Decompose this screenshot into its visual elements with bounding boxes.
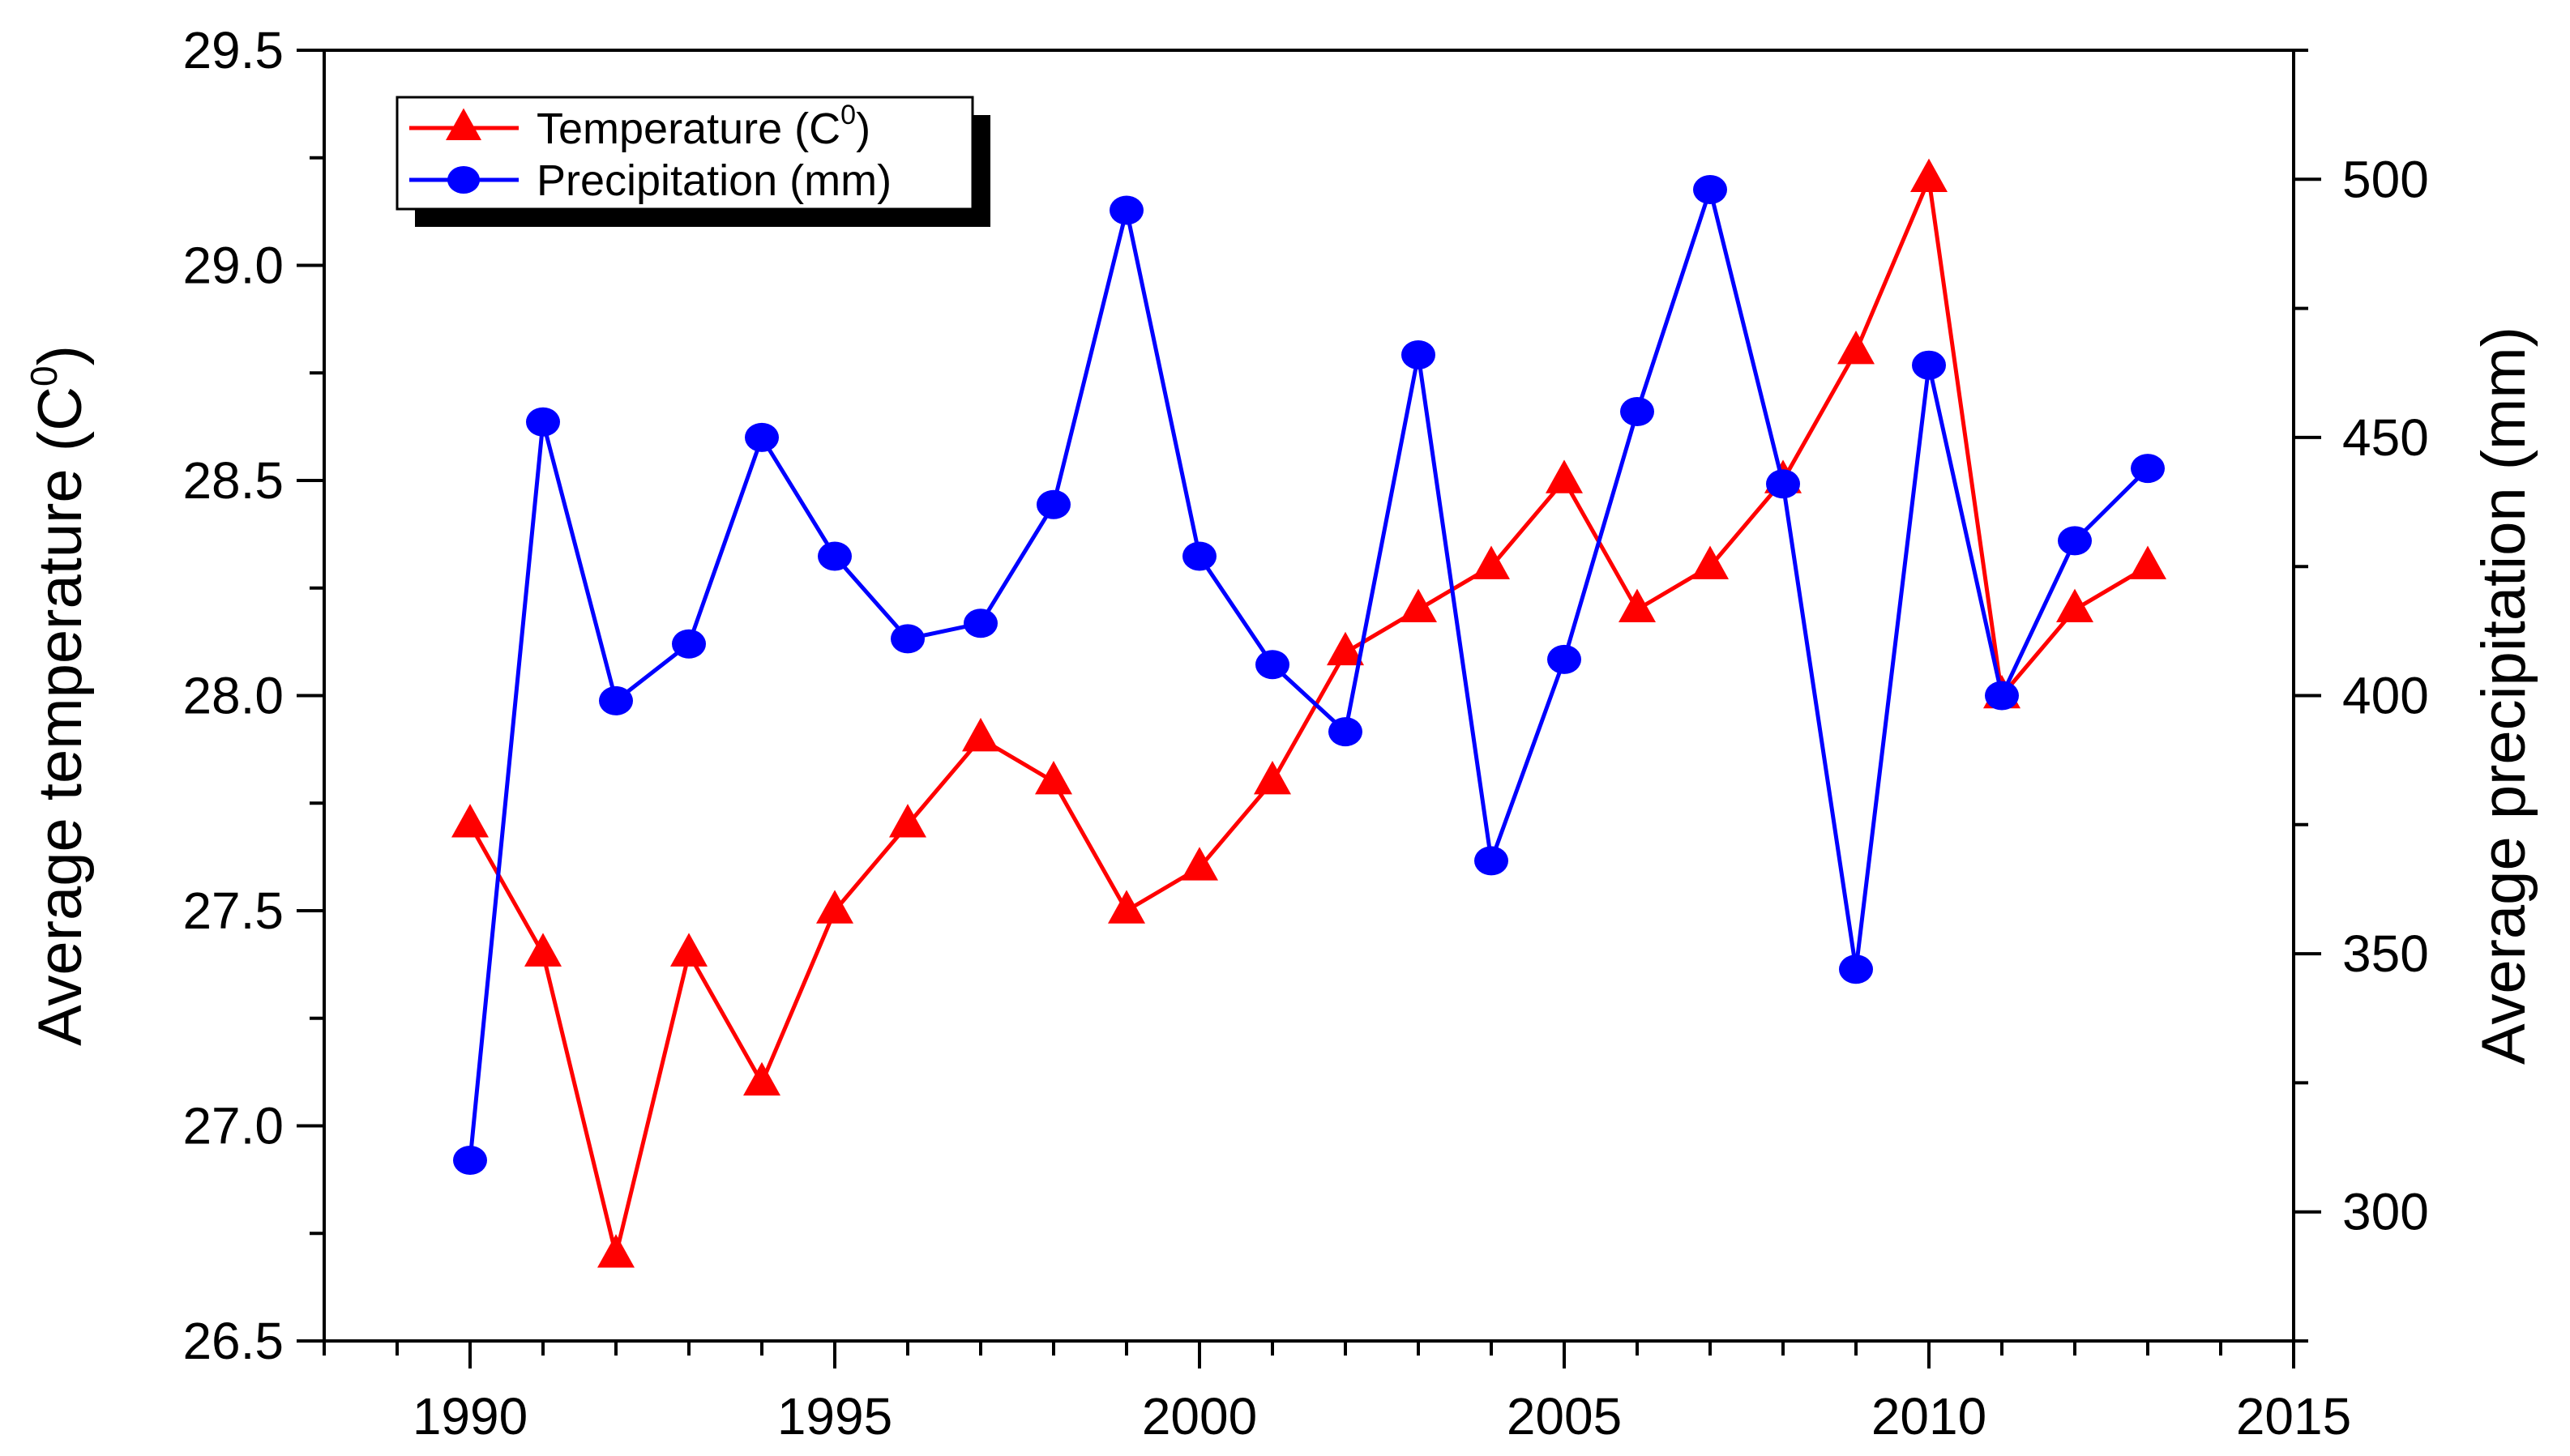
legend-marker-triangle xyxy=(446,108,481,141)
legend-label-temperature: Temperature (C0) xyxy=(537,100,870,153)
temperature-point-2013 xyxy=(2129,545,2166,579)
temperature-point-1990 xyxy=(451,804,489,838)
temperature-point-2002 xyxy=(1327,631,1364,666)
series-layer xyxy=(451,158,2166,1268)
precipitation-point-1995 xyxy=(818,541,852,571)
y-left-tick-label: 27.0 xyxy=(182,1097,284,1155)
temperature-point-1999 xyxy=(1108,890,1145,924)
y-left-tick-label: 27.5 xyxy=(182,882,284,940)
temperature-point-2003 xyxy=(1400,588,1437,623)
legend-box xyxy=(396,96,974,211)
x-tick-label: 1990 xyxy=(413,1387,528,1445)
series-line-precipitation xyxy=(468,187,2149,1161)
precipitation-point-2011 xyxy=(1985,681,2019,711)
y-left-tick-label: 29.5 xyxy=(182,21,284,79)
y-right-tick-label: 500 xyxy=(2342,150,2429,208)
precipitation-point-2012 xyxy=(2058,526,2092,556)
y-left-tick-label: 29.0 xyxy=(182,237,284,295)
temperature-point-2001 xyxy=(1254,761,1291,795)
y-right-axis-title: Average precipitation (mm) xyxy=(2470,327,2538,1065)
precipitation-point-2005 xyxy=(1547,644,1581,674)
y-left-tick-label: 28.0 xyxy=(182,667,284,725)
temperature-point-1994 xyxy=(743,1061,780,1096)
y-left-title-end: ) xyxy=(26,345,95,365)
y-right-tick-label: 300 xyxy=(2342,1183,2429,1241)
precipitation-point-1993 xyxy=(672,629,706,659)
temperature-point-2005 xyxy=(1546,459,1583,493)
precipitation-point-1990 xyxy=(453,1145,487,1175)
precipitation-point-2003 xyxy=(1401,339,1435,369)
y-right-tick-label: 450 xyxy=(2342,408,2429,467)
temperature-point-1991 xyxy=(524,933,562,967)
x-tick-label: 2015 xyxy=(2236,1387,2351,1445)
temperature-point-1992 xyxy=(597,1234,635,1268)
precipitation-point-1999 xyxy=(1110,195,1144,225)
legend-label-sup: 0 xyxy=(840,100,856,130)
temperature-point-2010 xyxy=(1910,158,1948,193)
temperature-point-2006 xyxy=(1619,588,1656,623)
temperature-point-2004 xyxy=(1473,545,1510,579)
x-tick-label: 2010 xyxy=(1871,1387,1986,1445)
legend-label-precipitation: Precipitation (mm) xyxy=(537,156,892,205)
legend-label-main: Precipitation (mm) xyxy=(537,156,892,205)
legend-label-main: Temperature (C xyxy=(537,105,840,153)
precipitation-point-2008 xyxy=(1766,469,1800,499)
y-left-title-main: Average temperature (C xyxy=(26,386,95,1046)
precipitation-point-1992 xyxy=(599,685,633,715)
precipitation-point-2001 xyxy=(1255,650,1289,680)
y-left-tick-label: 26.5 xyxy=(182,1312,284,1370)
temperature-point-1997 xyxy=(962,717,999,752)
series-line-temperature xyxy=(468,177,2149,1257)
temperature-point-1998 xyxy=(1035,761,1072,795)
y-right-tick-label: 350 xyxy=(2342,924,2429,983)
precipitation-point-1998 xyxy=(1037,489,1071,519)
temperature-point-2012 xyxy=(2056,588,2093,623)
x-tick-label: 2005 xyxy=(1507,1387,1622,1445)
x-tick-label: 1995 xyxy=(777,1387,892,1445)
precipitation-point-2000 xyxy=(1182,541,1217,571)
precipitation-point-2002 xyxy=(1328,717,1362,747)
y-left-title-sup: 0 xyxy=(23,365,65,386)
precipitation-point-1994 xyxy=(745,422,779,452)
axes-layer: 1990 1995 2000 2005 2010 2015 26.5 27.0 27.5 28.0… xyxy=(23,21,2538,1445)
precipitation-point-2009 xyxy=(1839,954,1873,984)
y-left-axis-title: Average temperature (C0) xyxy=(23,345,95,1046)
temperature-point-2007 xyxy=(1691,545,1729,579)
precipitation-point-2010 xyxy=(1912,350,1946,380)
temperature-point-1995 xyxy=(816,890,853,924)
y-right-tick-label: 400 xyxy=(2342,667,2429,725)
legend-label-end: ) xyxy=(856,105,870,153)
temperature-point-2009 xyxy=(1837,331,1875,365)
precipitation-point-2013 xyxy=(2131,454,2165,484)
temperature-point-1996 xyxy=(889,804,926,838)
temperature-point-1993 xyxy=(670,933,708,967)
y-left-tick-label: 28.5 xyxy=(182,451,284,510)
legend-marker-circle xyxy=(447,166,480,194)
precipitation-point-2007 xyxy=(1693,175,1727,205)
precipitation-point-1991 xyxy=(526,407,560,437)
x-tick-label: 2000 xyxy=(1142,1387,1257,1445)
precipitation-point-1996 xyxy=(891,624,925,654)
precipitation-point-1997 xyxy=(964,608,998,638)
precipitation-point-2006 xyxy=(1620,397,1654,427)
legend-layer: Temperature (C0)Precipitation (mm) xyxy=(396,96,990,227)
temperature-point-2000 xyxy=(1181,847,1218,881)
precipitation-point-2004 xyxy=(1474,846,1508,876)
